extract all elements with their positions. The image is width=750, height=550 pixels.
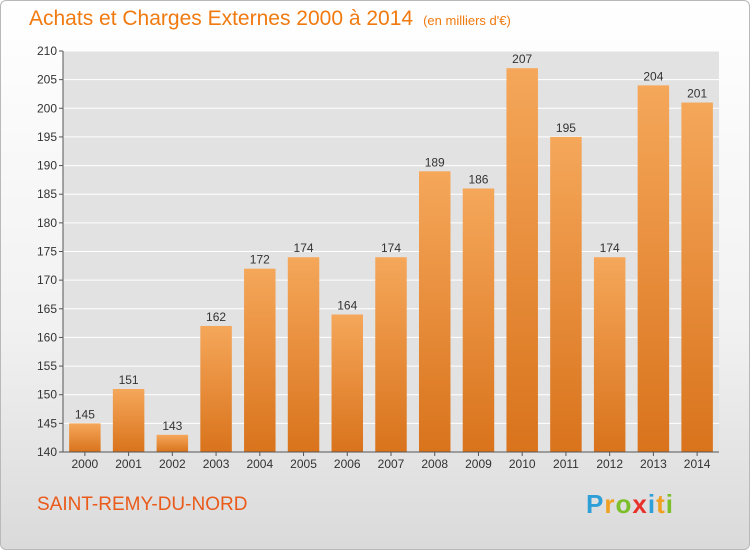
- chart-title-text: Achats et Charges Externes 2000 à 2014: [29, 7, 414, 30]
- logo-letter: P: [586, 489, 605, 519]
- bar-value-label: 151: [119, 373, 139, 387]
- bar-value-label: 189: [425, 155, 445, 169]
- axes: [59, 50, 719, 456]
- x-tick-label: 2010: [509, 457, 536, 471]
- bar-2012: [593, 257, 626, 452]
- bar-value-label: 174: [381, 241, 401, 255]
- y-tick-label: 205: [37, 73, 57, 87]
- y-tick-label: 200: [37, 101, 57, 115]
- y-tick-label: 150: [37, 388, 57, 402]
- x-tick-label: 2013: [640, 457, 667, 471]
- logo-letter: t: [656, 489, 666, 519]
- y-tick-label: 140: [37, 445, 57, 459]
- proxiti-logo: Proxiti: [586, 489, 674, 520]
- logo-letter: i: [647, 489, 657, 519]
- bar-value-label: 204: [643, 69, 663, 83]
- bar-value-label: 201: [687, 87, 707, 101]
- bar-value-label: 186: [468, 172, 488, 186]
- x-tick-label: 2011: [553, 457, 579, 471]
- bar-value-label: 164: [337, 299, 357, 313]
- bar-value-label: 207: [512, 52, 532, 66]
- bar-2010: [506, 68, 538, 452]
- bar-value-label: 195: [556, 121, 576, 135]
- chart-unit-label: (en milliers d'€): [423, 13, 511, 28]
- bar-2013: [637, 85, 670, 452]
- y-tick-label: 165: [37, 302, 57, 316]
- bar-value-label: 174: [600, 241, 620, 255]
- x-tick-label: 2006: [334, 457, 361, 471]
- bar-2014: [681, 102, 713, 453]
- bar-2007: [375, 257, 407, 452]
- y-tick-label: 170: [37, 273, 57, 287]
- y-tick-label: 175: [37, 245, 57, 259]
- bar-value-label: 143: [162, 419, 182, 433]
- y-tick-label: 180: [37, 216, 57, 230]
- x-tick-label: 2005: [290, 457, 317, 471]
- x-tick-label: 2012: [596, 457, 623, 471]
- bar-2006: [331, 314, 364, 452]
- bar-2008: [418, 171, 451, 453]
- logo-letter: i: [665, 489, 674, 519]
- logo-letter: r: [604, 489, 616, 519]
- x-tick-label: 2002: [159, 457, 186, 471]
- y-tick-label: 210: [37, 44, 57, 58]
- x-tick-label: 2001: [115, 457, 142, 471]
- bar-2001: [112, 388, 145, 452]
- y-tick-label: 160: [37, 330, 57, 344]
- bar-2005: [287, 257, 320, 452]
- y-tick-label: 190: [37, 159, 57, 173]
- x-tick-label: 2004: [246, 457, 273, 471]
- bar-value-label: 145: [75, 407, 95, 421]
- x-tick-label: 2000: [72, 457, 99, 471]
- x-tick-label: 2003: [203, 457, 230, 471]
- x-tick-label: 2009: [465, 457, 492, 471]
- bar-value-label: 172: [250, 253, 270, 267]
- y-tick-label: 185: [37, 187, 57, 201]
- bar-2002: [156, 434, 189, 452]
- y-tick-label: 155: [37, 359, 57, 373]
- x-tick-label: 2014: [684, 457, 711, 471]
- chart-title: Achats et Charges Externes 2000 à 2014 (e…: [29, 7, 511, 31]
- bars: [69, 68, 713, 453]
- bar-2004: [244, 268, 276, 452]
- bar-2000: [69, 423, 101, 452]
- logo-letter: x: [632, 489, 648, 519]
- bar-value-label: 162: [206, 310, 226, 324]
- commune-name: SAINT-REMY-DU-NORD: [37, 494, 248, 515]
- bar-2003: [200, 325, 232, 452]
- y-tick-label: 195: [37, 130, 57, 144]
- labels: 1401451501551601651701751801851901952002…: [37, 44, 711, 471]
- bar-value-label: 174: [294, 241, 314, 255]
- x-tick-label: 2007: [378, 457, 405, 471]
- x-tick-label: 2008: [421, 457, 448, 471]
- bar-2009: [462, 188, 495, 452]
- logo-letter: o: [615, 489, 633, 519]
- y-tick-label: 145: [37, 416, 57, 430]
- bar-2011: [550, 136, 582, 452]
